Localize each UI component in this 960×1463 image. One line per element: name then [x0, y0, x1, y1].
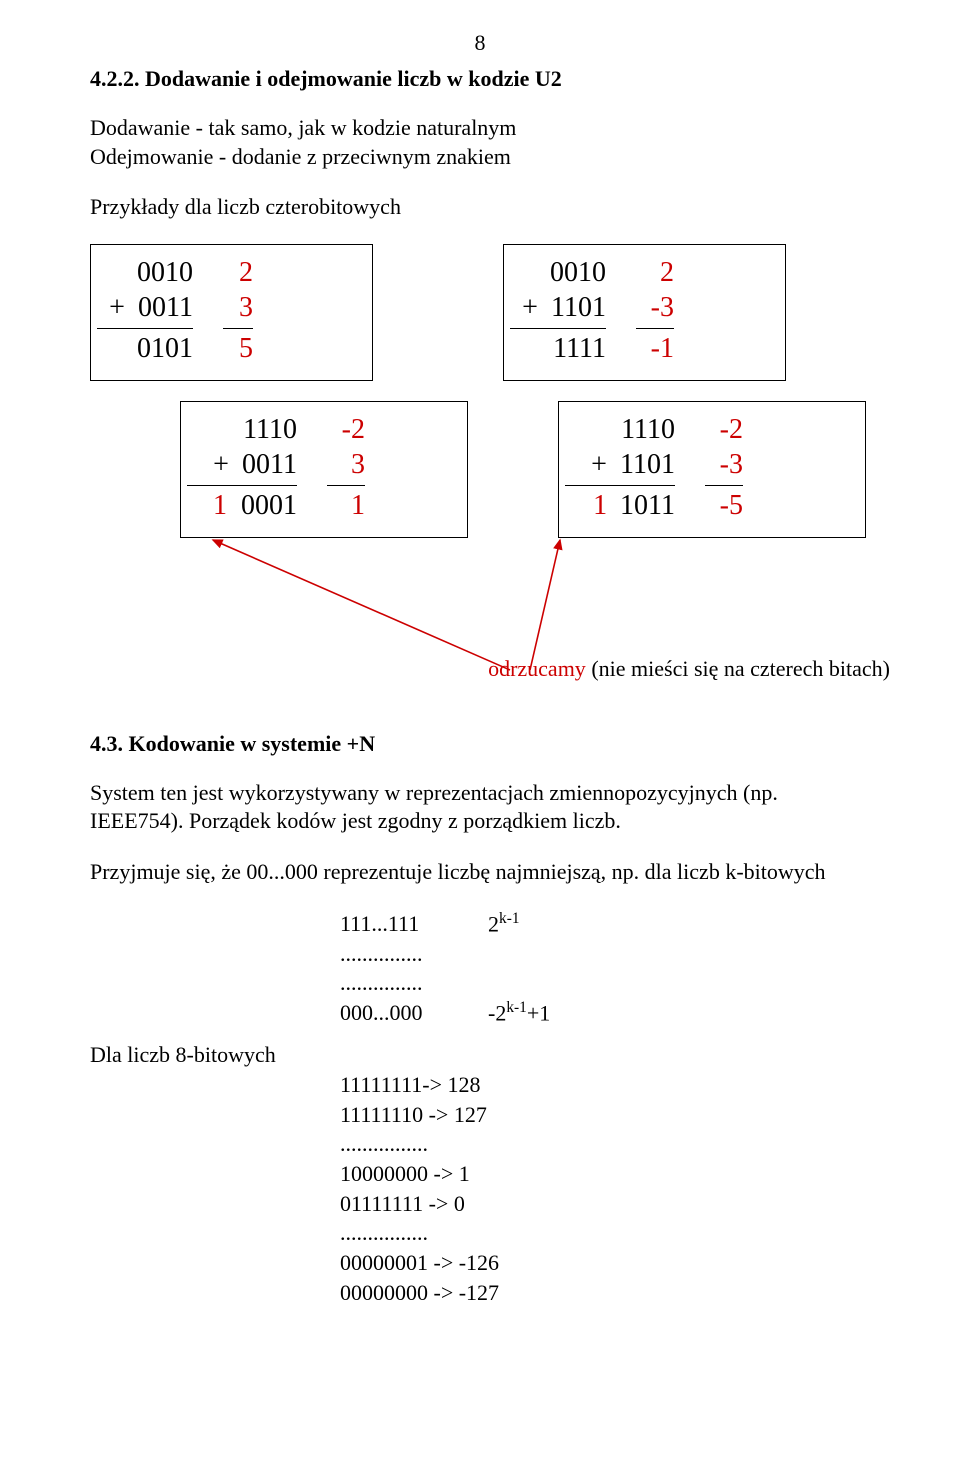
calc3-dec-r1: -2 — [342, 412, 365, 447]
kbit-dots1: ............... — [340, 939, 460, 969]
kbit-dots2: ............... — [340, 968, 460, 998]
annotation-rest: (nie mieści się na czterech bitach) — [586, 656, 890, 681]
calc4-dec: -2 -3 -5 — [705, 412, 743, 523]
intro-line-1: Dodawanie - tak samo, jak w kodzie natur… — [90, 115, 516, 140]
kbit-l3b: -2k-1+1 — [488, 998, 550, 1028]
paragraph-1: System ten jest wykorzystywany w repreze… — [90, 779, 870, 836]
calc2-bin-r2: 1101 — [551, 290, 606, 325]
section-heading-43: 4.3. Kodowanie w systemie +N — [90, 731, 870, 757]
calc2-bin-r3: 1111 — [553, 333, 606, 364]
intro-lines: Dodawanie - tak samo, jak w kodzie natur… — [90, 114, 870, 171]
calc-box-4: 1110 +1101 1 1011 -2 -3 -5 — [558, 401, 866, 538]
plus-icon: + — [521, 292, 539, 324]
calc3-bin-r1: 1110 — [243, 414, 297, 445]
plus-icon: + — [590, 449, 608, 481]
calc1-bin-r3: 0101 — [137, 333, 193, 364]
calc-box-3: 1110 +0011 1 0001 -2 3 1 — [180, 401, 468, 538]
calc4-bin-r2: 1101 — [620, 447, 675, 482]
calc1-dec: 2 3 5 — [223, 255, 253, 366]
calc1-bin-r1: 0010 — [137, 257, 193, 288]
calc4-carry: 1 — [593, 490, 606, 521]
calc1-dec-r2: 3 — [239, 290, 253, 325]
list8-f: 00000000 -> -127 — [340, 1278, 870, 1308]
list8-dots1: ................ — [340, 1129, 870, 1159]
calc3-bin-r2: 0011 — [242, 447, 297, 482]
calc-box-2: 0010 +1101 1111 2 -3 -1 — [503, 244, 786, 381]
calc4-dec-r2: -3 — [720, 447, 743, 482]
calc-row-1: 0010 +0011 0101 2 3 5 0010 +1101 — [90, 244, 870, 381]
section-heading-422: 4.2.2. Dodawanie i odejmowanie liczb w k… — [90, 66, 870, 92]
calc1-dec-r1: 2 — [239, 255, 253, 290]
eight-bit-list: 11111111-> 128 11111110 -> 127 .........… — [340, 1070, 870, 1308]
eight-bit-label: Dla liczb 8-bitowych — [90, 1042, 870, 1068]
page-number: 8 — [90, 30, 870, 56]
calc4-bin-r3: 1011 — [620, 490, 675, 521]
calc4-bin: 1110 +1101 1 1011 — [565, 412, 675, 523]
calc1-dec-r3: 5 — [239, 331, 253, 366]
list8-c: 10000000 -> 1 — [340, 1159, 870, 1189]
calc2-dec-r2: -3 — [651, 290, 674, 325]
plus-icon: + — [212, 449, 230, 481]
annotation-area: odrzucamy (nie mieści się na czterech bi… — [90, 552, 870, 682]
annotation-word: odrzucamy — [488, 656, 586, 681]
calc3-dec: -2 3 1 — [327, 412, 365, 523]
kbit-l1b: 2k-1 — [488, 909, 520, 939]
calc2-dec-r3: -1 — [651, 331, 674, 366]
kbit-l3a: 000...000 — [340, 998, 460, 1028]
calc2-dec: 2 -3 -1 — [636, 255, 674, 366]
calc3-bin-r3: 0001 — [241, 490, 297, 521]
calc2-dec-r1: 2 — [660, 255, 674, 290]
calc3-bin: 1110 +0011 1 0001 — [187, 412, 297, 523]
kbit-table: 111...111 2k-1 ............... ..........… — [340, 909, 870, 1028]
intro-line-2: Odejmowanie - dodanie z przeciwnym znaki… — [90, 144, 511, 169]
examples-label: Przykłady dla liczb czterobitowych — [90, 193, 870, 222]
calc4-dec-r3: -5 — [720, 488, 743, 523]
calc3-dec-r2: 3 — [351, 447, 365, 482]
calc2-bin: 0010 +1101 1111 — [510, 255, 606, 366]
paragraph-2: Przyjmuje się, że 00...000 reprezentuje … — [90, 858, 870, 887]
calc-row-2: 1110 +0011 1 0001 -2 3 1 1110 +1101 — [180, 401, 870, 538]
list8-dots2: ................ — [340, 1218, 870, 1248]
annotation-text: odrzucamy (nie mieści się na czterech bi… — [488, 656, 890, 682]
calc4-dec-r1: -2 — [720, 412, 743, 447]
calc3-dec-r3: 1 — [351, 488, 365, 523]
calc1-bin: 0010 +0011 0101 — [97, 255, 193, 366]
list8-d: 01111111 -> 0 — [340, 1189, 870, 1219]
plus-icon: + — [108, 292, 126, 324]
list8-b: 11111110 -> 127 — [340, 1100, 870, 1130]
calc2-bin-r1: 0010 — [550, 257, 606, 288]
list8-a: 11111111-> 128 — [340, 1070, 870, 1100]
calc-box-1: 0010 +0011 0101 2 3 5 — [90, 244, 373, 381]
calc1-bin-r2: 0011 — [138, 290, 193, 325]
calc4-bin-r1: 1110 — [621, 414, 675, 445]
page: 8 4.2.2. Dodawanie i odejmowanie liczb w… — [0, 0, 960, 1347]
calc3-carry: 1 — [213, 490, 227, 521]
list8-e: 00000001 -> -126 — [340, 1248, 870, 1278]
kbit-l1a: 111...111 — [340, 909, 460, 939]
